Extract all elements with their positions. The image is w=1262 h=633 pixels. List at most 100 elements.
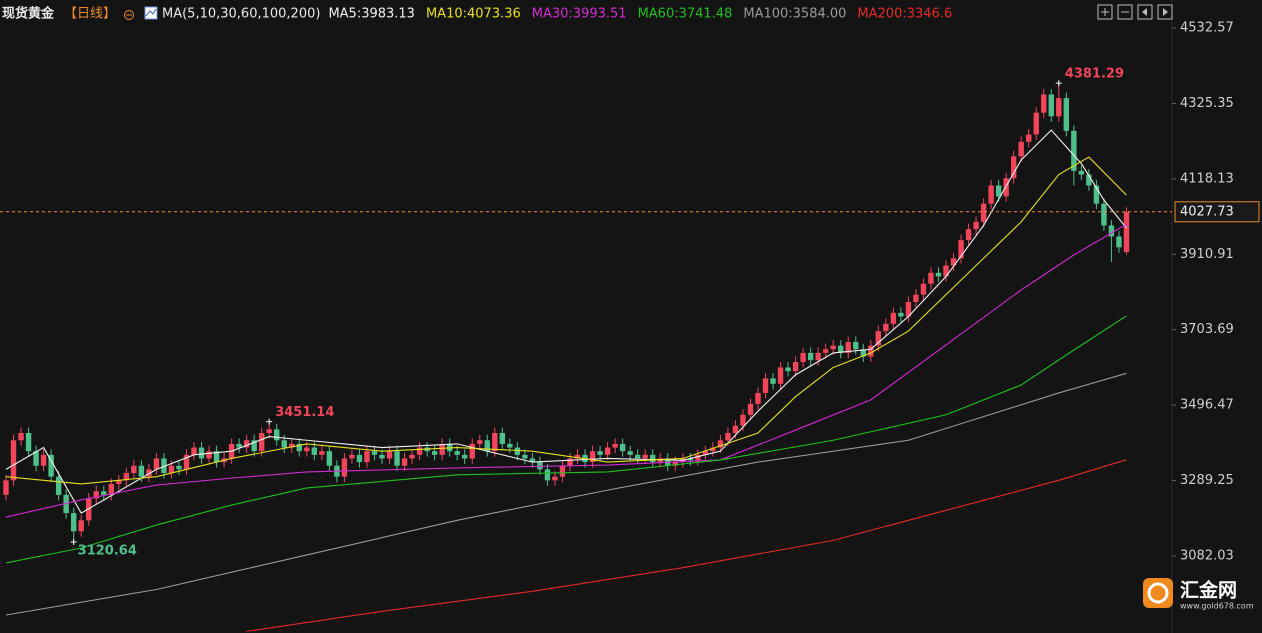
- candle-body: [319, 451, 325, 455]
- instrument-title: 现货黄金: [2, 6, 55, 22]
- legend-entry: MA30:3993.51: [532, 7, 627, 22]
- candle-body: [116, 480, 122, 484]
- legend-entry: MA60:3741.48: [638, 7, 733, 22]
- extreme-marker: [1055, 80, 1062, 87]
- y-tick-label: 3703.69: [1180, 322, 1234, 337]
- close-icon[interactable]: [124, 10, 134, 20]
- candle-body: [732, 425, 739, 433]
- logo-icon: [1147, 582, 1169, 604]
- candle-body: [386, 451, 393, 459]
- candle-body: [642, 454, 648, 459]
- candle-body: [281, 440, 287, 448]
- candle-body: [161, 458, 167, 474]
- logo-icon: [1143, 578, 1173, 608]
- candle-body: [1056, 98, 1062, 117]
- candle-body: [168, 465, 175, 474]
- zoom-button[interactable]: [1097, 4, 1113, 20]
- period[interactable]: 【日线】: [64, 7, 116, 22]
- candle-body: [349, 454, 355, 459]
- candle-body: [507, 443, 513, 448]
- indicator-icon[interactable]: [144, 6, 158, 20]
- prev-button[interactable]: [1137, 4, 1153, 20]
- candle-body: [1048, 94, 1054, 117]
- candle-body: [905, 301, 912, 317]
- candle-body: [311, 447, 318, 455]
- candle-body: [815, 352, 821, 361]
- candle-body: [740, 414, 746, 426]
- candle-body: [672, 462, 678, 466]
- candle-body: [928, 272, 934, 284]
- candle-body: [326, 451, 333, 466]
- candle-body: [469, 443, 475, 459]
- candle-body: [747, 403, 754, 415]
- candle-body: [394, 451, 400, 466]
- next-icon: [1163, 8, 1168, 16]
- candle-body: [78, 520, 84, 532]
- candle-body: [439, 443, 445, 455]
- candle-body: [762, 378, 769, 393]
- candle-body: [988, 185, 994, 204]
- candle-body: [108, 483, 114, 495]
- candle-body: [807, 352, 814, 361]
- y-tick-label: 3289.25: [1180, 473, 1234, 488]
- y-tick-label: 4118.13: [1180, 171, 1234, 186]
- candle-body: [296, 443, 302, 452]
- extreme-label: 3451.14: [275, 405, 334, 420]
- shrink-button[interactable]: [1117, 4, 1133, 20]
- candle-body: [619, 443, 626, 452]
- candle-body: [131, 465, 137, 474]
- candle-body: [920, 283, 927, 295]
- candle-body: [868, 345, 874, 357]
- candle-body: [537, 462, 543, 470]
- candle-body: [401, 458, 408, 466]
- candle-body: [777, 367, 784, 384]
- candle-body: [950, 258, 957, 266]
- candle-body: [1033, 112, 1039, 135]
- candle-body: [514, 447, 521, 455]
- candle-body: [266, 429, 272, 433]
- candle-body: [356, 454, 363, 463]
- candle-body: [1078, 170, 1085, 175]
- legend-entry: MA5:3983.13: [328, 7, 415, 22]
- candle-body: [63, 494, 69, 514]
- candle-body: [1026, 134, 1032, 142]
- toolbar: [1097, 4, 1173, 20]
- candle-body: [86, 498, 92, 521]
- candle-body: [973, 221, 979, 230]
- candle-body: [70, 513, 77, 532]
- candle-body: [431, 451, 438, 455]
- candle-body: [1101, 203, 1107, 226]
- candle-body: [153, 458, 160, 470]
- candle-body: [800, 352, 806, 363]
- candle-body: [462, 454, 468, 459]
- candle-body: [1041, 94, 1047, 113]
- candle-body: [1063, 98, 1070, 131]
- candle-body: [890, 312, 897, 324]
- candle-body: [958, 240, 964, 259]
- legend-entry: MA200:3346.6: [857, 7, 952, 22]
- candle-body: [1116, 236, 1122, 248]
- candle-body: [10, 440, 17, 481]
- ma-line: [5, 223, 1127, 518]
- prev-icon: [1142, 8, 1147, 16]
- ma-line: [5, 129, 1127, 514]
- candle-body: [1018, 141, 1024, 157]
- candle-body: [529, 458, 536, 463]
- candle-body: [589, 451, 596, 463]
- candle-body: [477, 440, 483, 444]
- candle-body: [725, 432, 731, 441]
- candle-body: [25, 432, 32, 452]
- candle-body: [364, 451, 370, 463]
- next-button[interactable]: [1157, 4, 1173, 20]
- candle-body: [499, 432, 506, 444]
- candle-body: [597, 451, 603, 455]
- candle-body: [995, 185, 1002, 197]
- candle-body: [206, 451, 212, 459]
- candle-body: [695, 454, 701, 461]
- extreme-marker: [70, 538, 77, 545]
- candle-body: [634, 454, 641, 459]
- watermark: 汇金网 www.gold678.com: [1143, 578, 1254, 611]
- candle-body: [830, 345, 836, 350]
